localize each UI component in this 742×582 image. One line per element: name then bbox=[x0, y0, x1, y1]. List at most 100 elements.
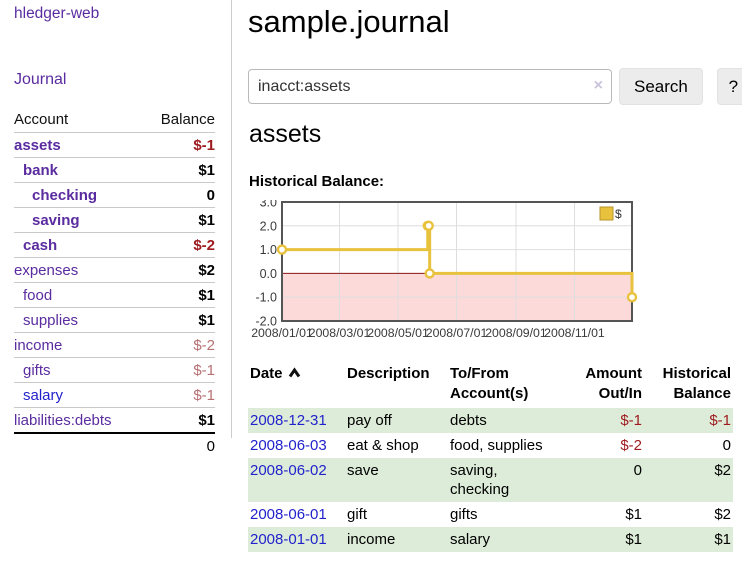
account-balance: 0 bbox=[206, 186, 215, 204]
transaction-balance: $-1 bbox=[709, 412, 731, 429]
search-bar: × Search ? bbox=[248, 68, 742, 105]
accounts-column-header: To/From Account(s) bbox=[450, 365, 529, 402]
svg-text:2.0: 2.0 bbox=[260, 219, 277, 233]
transaction-amount: $-2 bbox=[620, 437, 642, 454]
account-link[interactable]: bank bbox=[23, 161, 59, 179]
transaction-description: gift bbox=[347, 506, 368, 523]
transaction-balance: 0 bbox=[722, 437, 731, 454]
account-row: checking 0 bbox=[14, 182, 215, 207]
help-button[interactable]: ? bbox=[716, 68, 742, 105]
transaction-accounts: food, supplies bbox=[450, 437, 543, 454]
account-balance: $-1 bbox=[193, 361, 215, 379]
svg-text:2008/03/01: 2008/03/01 bbox=[309, 326, 371, 340]
accounts-table-header: Account Balance bbox=[14, 107, 215, 132]
transaction-amount: 0 bbox=[633, 462, 642, 479]
svg-text:-1.0: -1.0 bbox=[255, 291, 277, 305]
account-balance: $1 bbox=[198, 211, 215, 229]
transaction-balance: $2 bbox=[714, 506, 731, 523]
transaction-date-link[interactable]: 2008-06-01 bbox=[250, 506, 327, 523]
svg-text:2008/07/01: 2008/07/01 bbox=[426, 326, 488, 340]
clear-search-icon[interactable]: × bbox=[593, 77, 603, 94]
historical-balance-chart: $3.0 2.0 1.0 0.0 -1.0 -2.02008/01/012008/03/0… bbox=[251, 200, 638, 340]
account-link[interactable]: income bbox=[14, 336, 63, 354]
transaction-description: income bbox=[347, 531, 396, 548]
account-row: expenses $2 bbox=[14, 257, 215, 282]
accounts-table: Account Balance assets $-1 bank $1 checking 0… bbox=[14, 107, 215, 458]
amount-column-header: Amount Out/In bbox=[585, 365, 642, 402]
account-row: food $1 bbox=[14, 282, 215, 307]
account-link[interactable]: cash bbox=[23, 236, 58, 254]
svg-text:$: $ bbox=[615, 207, 622, 221]
account-row: salary $-1 bbox=[14, 382, 215, 407]
svg-text:2008/09/01: 2008/09/01 bbox=[485, 326, 547, 340]
transaction-date-link[interactable]: 2008-06-03 bbox=[250, 437, 327, 454]
transaction-date-link[interactable]: 2008-01-01 bbox=[250, 531, 327, 548]
transaction-description: save bbox=[347, 462, 379, 479]
svg-text:2008/11/01: 2008/11/01 bbox=[544, 326, 605, 340]
account-balance: $2 bbox=[198, 261, 215, 279]
account-balance: $1 bbox=[198, 311, 215, 329]
transaction-date-link[interactable]: 2008-06-02 bbox=[250, 462, 327, 479]
account-row: cash $-2 bbox=[14, 232, 215, 257]
account-link[interactable]: assets bbox=[14, 136, 61, 154]
svg-text:2008/05/01: 2008/05/01 bbox=[367, 326, 429, 340]
account-balance: $-2 bbox=[193, 236, 215, 254]
transaction-description: eat & shop bbox=[347, 437, 419, 454]
sort-by-date-header[interactable]: Date bbox=[248, 362, 345, 408]
total-balance: 0 bbox=[206, 437, 215, 455]
search-button[interactable]: Search bbox=[619, 68, 703, 105]
account-row: assets $-1 bbox=[14, 132, 215, 157]
account-row: income $-2 bbox=[14, 332, 215, 357]
account-row: liabilities:debts $1 bbox=[14, 407, 215, 432]
account-row: bank $1 bbox=[14, 157, 215, 182]
app-title-link[interactable]: hledger-web bbox=[14, 5, 100, 22]
account-link[interactable]: liabilities:debts bbox=[14, 411, 112, 429]
account-balance: $-2 bbox=[193, 336, 215, 354]
account-row: saving $1 bbox=[14, 207, 215, 232]
account-link[interactable]: salary bbox=[23, 386, 64, 404]
account-link[interactable]: gifts bbox=[23, 361, 51, 379]
account-balance: $-1 bbox=[193, 386, 215, 404]
svg-text:-2.0: -2.0 bbox=[255, 315, 277, 329]
account-column-label: Account bbox=[14, 111, 69, 128]
account-link[interactable]: expenses bbox=[14, 261, 79, 279]
register-row: 2008-06-02 save saving, checking 0 $2 bbox=[248, 458, 733, 502]
register-header-row: Date Description To/From Account(s) Amou… bbox=[248, 362, 733, 408]
account-page-title: assets bbox=[249, 120, 322, 148]
main-content: sample.journal × Search ? assets Histori… bbox=[248, 0, 742, 582]
account-link[interactable]: checking bbox=[32, 186, 98, 204]
account-balance: $1 bbox=[198, 411, 215, 429]
register-table: Date Description To/From Account(s) Amou… bbox=[248, 362, 733, 552]
balance-column-header: Historical Balance bbox=[662, 365, 731, 402]
chart-title: Historical Balance: bbox=[249, 173, 385, 190]
transaction-accounts: salary bbox=[450, 531, 491, 548]
svg-text:1.0: 1.0 bbox=[260, 243, 277, 257]
transaction-accounts: saving, checking bbox=[450, 462, 510, 498]
description-column-header: Description bbox=[347, 365, 430, 382]
transaction-accounts: gifts bbox=[450, 506, 478, 523]
search-input-wrap: × bbox=[248, 69, 612, 104]
transaction-amount: $-1 bbox=[620, 412, 642, 429]
register-row: 2008-12-31 pay off debts $-1 $-1 bbox=[248, 408, 733, 433]
account-link[interactable]: food bbox=[23, 286, 53, 304]
transaction-date-link[interactable]: 2008-12-31 bbox=[250, 412, 327, 429]
register-row: 2008-06-03 eat & shop food, supplies $-2 0 bbox=[248, 433, 733, 458]
transaction-amount: $1 bbox=[625, 531, 642, 548]
register-row: 2008-01-01 income salary $1 $1 bbox=[248, 527, 733, 552]
page-title: sample.journal bbox=[248, 4, 450, 39]
sort-ascending-icon bbox=[288, 367, 300, 378]
svg-text:0.0: 0.0 bbox=[260, 267, 277, 281]
journal-nav-link[interactable]: Journal bbox=[14, 71, 67, 88]
search-input[interactable] bbox=[248, 69, 612, 104]
account-row: supplies $1 bbox=[14, 307, 215, 332]
account-link[interactable]: supplies bbox=[23, 311, 79, 329]
date-column-label: Date bbox=[250, 365, 283, 382]
sidebar: hledger-web Journal Account Balance asse… bbox=[0, 0, 232, 455]
transaction-amount: $1 bbox=[625, 506, 642, 523]
transaction-accounts: debts bbox=[450, 412, 487, 429]
account-balance: $1 bbox=[198, 286, 215, 304]
accounts-total-row: 0 bbox=[14, 432, 215, 458]
account-link[interactable]: saving bbox=[32, 211, 80, 229]
account-balance: $-1 bbox=[193, 136, 215, 154]
account-row: gifts $-1 bbox=[14, 357, 215, 382]
